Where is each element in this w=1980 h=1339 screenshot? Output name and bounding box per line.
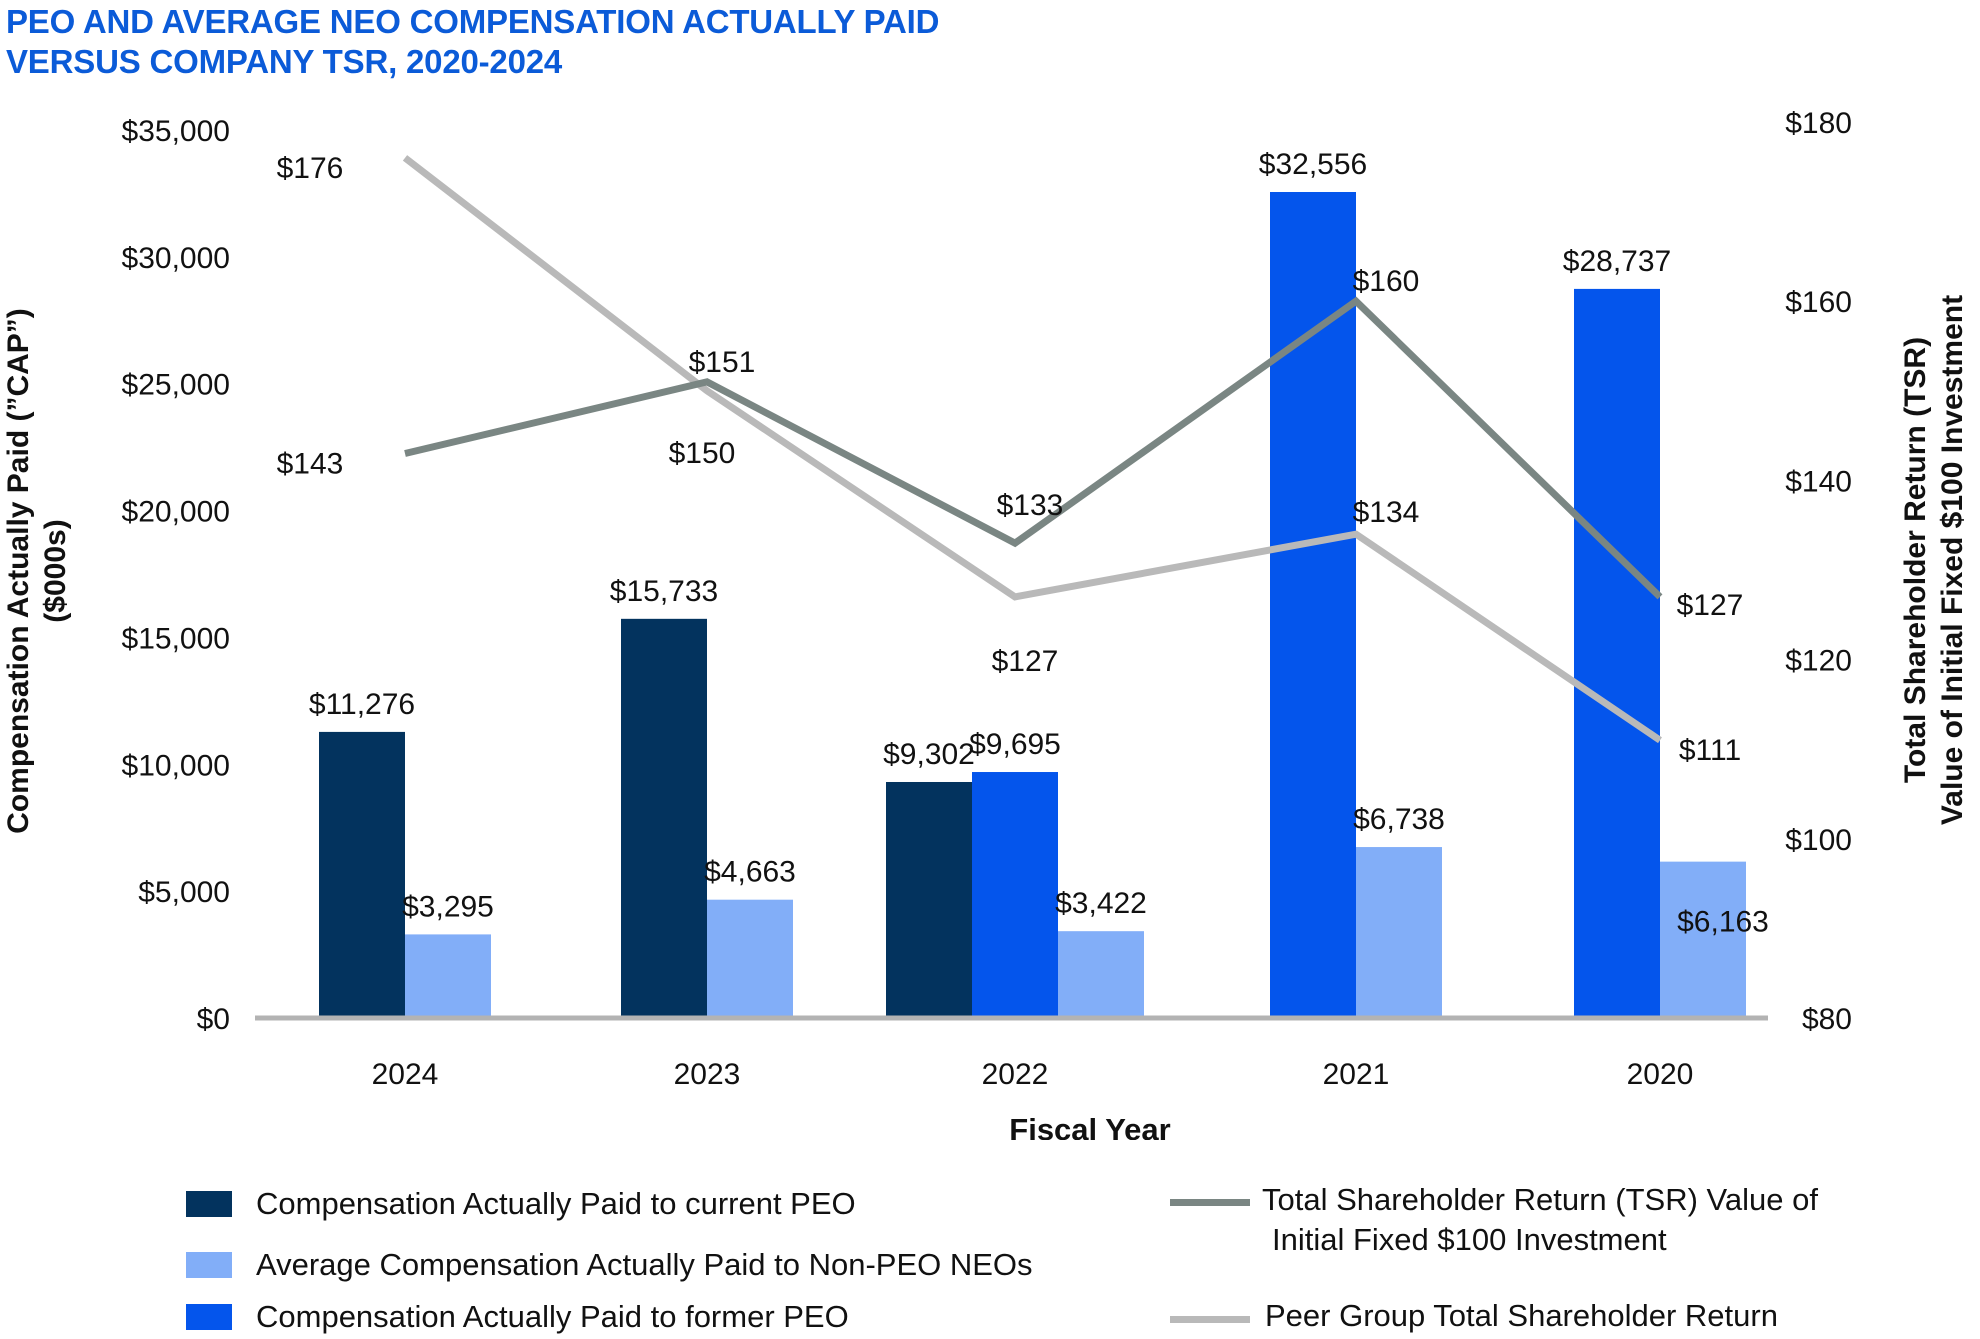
y2-tick-label: $180 — [1785, 107, 1852, 140]
chart-title-line-2: VERSUS COMPANY TSR, 2020-2024 — [6, 43, 563, 80]
tsr-value-label: $151 — [689, 346, 756, 379]
bar-current-peo-2022 — [886, 781, 972, 1018]
chart-title: PEO AND AVERAGE NEO COMPENSATION ACTUALL… — [6, 2, 939, 82]
bar-value-label: $6,163 — [1677, 906, 1769, 939]
bar-value-label: $3,422 — [1055, 887, 1147, 920]
peer-value-label: $176 — [277, 152, 344, 185]
bar-value-label: $6,738 — [1353, 803, 1445, 836]
peer-value-label: $150 — [669, 437, 736, 470]
legend-swatch-former-peo — [186, 1304, 232, 1330]
legend-swatch-non-peo — [186, 1252, 232, 1278]
bar-value-label: $4,663 — [704, 856, 796, 889]
y-tick-label: $0 — [197, 1003, 230, 1036]
y2-tick-label: $80 — [1802, 1003, 1852, 1036]
tsr-value-label: $127 — [1677, 589, 1744, 622]
tsr-value-label: $133 — [997, 489, 1064, 522]
legend-swatch-current-peo — [186, 1191, 232, 1217]
legend-swatch-tsr — [1170, 1199, 1250, 1206]
lines — [402, 155, 1663, 744]
y-tick-label: $15,000 — [122, 622, 230, 655]
y-tick-label: $20,000 — [122, 496, 230, 529]
y2-tick-label: $160 — [1785, 286, 1852, 319]
y-tick-label: $30,000 — [122, 242, 230, 275]
bar-value-label: $32,556 — [1259, 148, 1367, 181]
x-tick-label: 2021 — [1323, 1058, 1390, 1091]
legend-label-tsr-line-1: Total Shareholder Return (TSR) Value of — [1262, 1182, 1818, 1217]
bars — [319, 192, 1746, 1019]
bar-value-label: $28,737 — [1563, 245, 1671, 278]
peer-value-label: $111 — [1679, 734, 1741, 767]
x-tick-label: 2022 — [982, 1058, 1049, 1091]
y-axis-label-line-2: ($000s) — [39, 519, 72, 622]
peer-value-label: $127 — [992, 645, 1059, 678]
y-tick-label: $25,000 — [122, 369, 230, 402]
compensation-tsr-chart: $0 $5,000 $10,000 $15,000 $20,000 $25,000 $30,… — [2, 107, 1969, 1140]
y-tick-label: $35,000 — [122, 115, 230, 148]
y2-tick-label: $120 — [1785, 645, 1852, 678]
legend-label-tsr-line-2: Initial Fixed $100 Investment — [1272, 1222, 1667, 1257]
peer-tsr-line — [402, 155, 1662, 744]
bar-non-peo-2024 — [405, 934, 491, 1018]
legend-swatch-peer — [1170, 1316, 1250, 1323]
y2-axis-label-line-2: Value of Initial Fixed $100 Investment — [1936, 295, 1969, 825]
y-tick-label: $5,000 — [138, 876, 230, 909]
bar-value-label: $15,733 — [610, 575, 718, 608]
legend-label-former-peo: Compensation Actually Paid to former PEO — [256, 1299, 849, 1334]
bar-non-peo-2022 — [1058, 931, 1144, 1018]
tsr-line — [404, 296, 1663, 600]
x-tick-label: 2024 — [372, 1058, 439, 1091]
bar-non-peo-2020 — [1660, 861, 1746, 1018]
bar-current-peo-2023 — [621, 618, 707, 1018]
bar-non-peo-2023 — [707, 899, 793, 1018]
x-tick-label: 2023 — [674, 1058, 741, 1091]
bar-former-peo-2022 — [972, 772, 1058, 1018]
tsr-value-label: $160 — [1353, 265, 1420, 298]
tsr-value-label: $143 — [277, 448, 344, 481]
bar-value-label: $11,276 — [309, 688, 415, 721]
y2-tick-label: $140 — [1785, 465, 1852, 498]
y-axis-label-line-1: Compensation Actually Paid (”CAP”) — [2, 308, 35, 834]
bar-non-peo-2021 — [1356, 847, 1442, 1018]
y2-tick-label: $100 — [1785, 824, 1852, 857]
bar-value-label: $9,695 — [969, 728, 1061, 761]
y-tick-label: $10,000 — [122, 749, 230, 782]
bar-value-label: $9,302 — [883, 738, 975, 771]
chart-title-line-1: PEO AND AVERAGE NEO COMPENSATION ACTUALL… — [6, 3, 940, 40]
right-axis-ticks: $80 $100 $120 $140 $160 $180 — [1785, 107, 1852, 1036]
y2-axis-label-line-1: Total Shareholder Return (TSR) — [1899, 337, 1932, 783]
bar-value-label: $3,295 — [402, 890, 494, 923]
data-labels: $11,276 $3,295 $15,733 $4,663 $9,302$9,695 $3… — [277, 148, 1769, 939]
legend-label-non-peo: Average Compensation Actually Paid to No… — [256, 1247, 1033, 1282]
legend-label-current-peo: Compensation Actually Paid to current PE… — [256, 1186, 856, 1221]
bar-former-peo-2021 — [1270, 192, 1356, 1019]
left-axis-ticks: $0 $5,000 $10,000 $15,000 $20,000 $25,000 $30,… — [122, 115, 230, 1036]
x-tick-label: 2020 — [1627, 1058, 1694, 1091]
peer-value-label: $134 — [1353, 496, 1420, 529]
x-axis-ticks: 2024 2023 2022 2021 2020 — [372, 1058, 1694, 1091]
bar-current-peo-2024 — [319, 731, 405, 1018]
x-axis-label: Fiscal Year — [1009, 1112, 1170, 1140]
bar-former-peo-2020 — [1574, 288, 1660, 1018]
legend-label-peer: Peer Group Total Shareholder Return — [1265, 1298, 1778, 1333]
